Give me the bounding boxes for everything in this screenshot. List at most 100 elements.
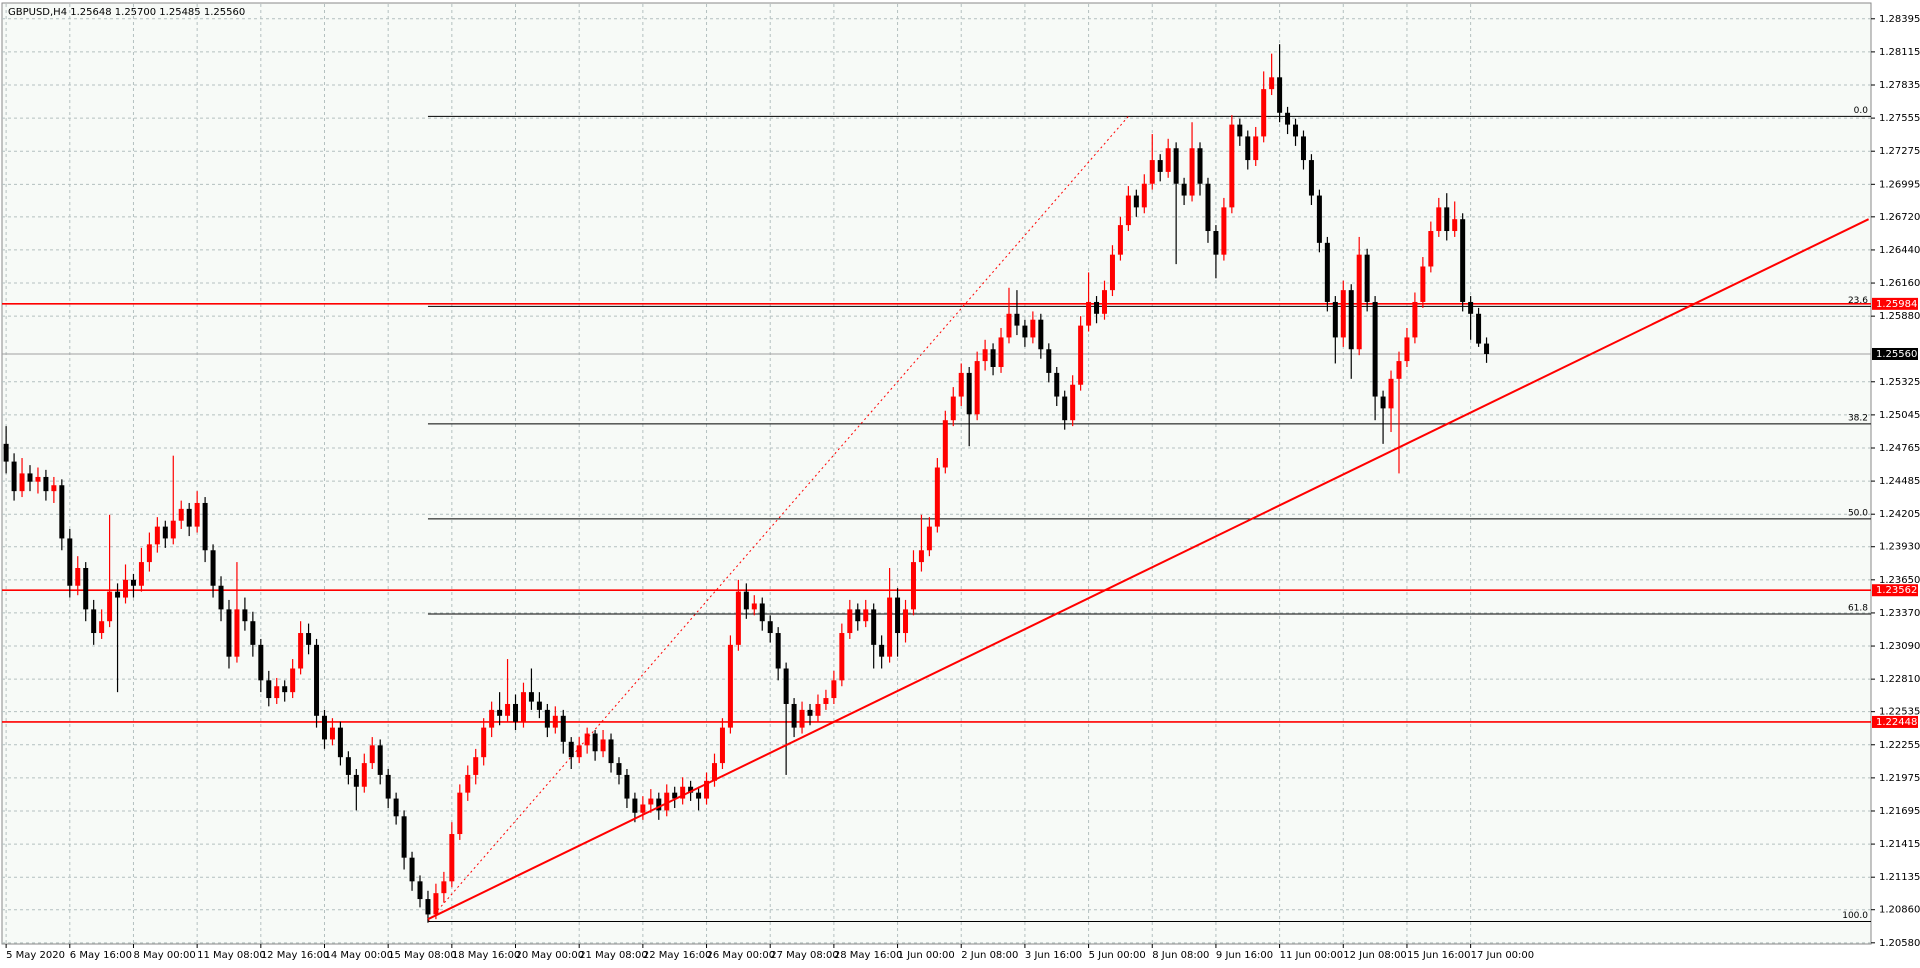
x-tick-label: 12 Jun 08:00 [1343, 950, 1407, 961]
candle-body [481, 727, 487, 758]
candle-body [1476, 313, 1482, 344]
y-tick-label: 1.22810 [1879, 674, 1920, 685]
candle-body [417, 881, 423, 900]
candle-body [863, 609, 869, 622]
candle-body [560, 715, 566, 742]
candle-body [1030, 319, 1036, 338]
candle-body [1078, 325, 1084, 385]
candle-body [1380, 396, 1386, 409]
x-tick-label: 20 May 00:00 [516, 950, 585, 961]
candle-body [99, 621, 105, 634]
x-tick-label: 27 May 08:00 [770, 950, 839, 961]
price-box-label: 1.25560 [1876, 349, 1917, 360]
price-box [1872, 584, 1918, 597]
candle-body [576, 745, 582, 758]
y-tick-label: 1.28395 [1879, 14, 1920, 25]
candle-body [552, 715, 558, 728]
candle-body [377, 745, 383, 775]
price-box [1872, 715, 1918, 728]
x-tick-label: 5 May 2020 [6, 950, 65, 961]
candle-body [1165, 148, 1171, 172]
candle-body [1213, 231, 1219, 255]
candle-body [489, 709, 495, 728]
candle-body [1245, 136, 1251, 161]
candle-body [51, 485, 57, 492]
candle-body [1006, 313, 1012, 338]
y-tick-label: 1.24765 [1879, 443, 1920, 454]
candle-body [1062, 396, 1068, 421]
candle-body [1348, 290, 1354, 350]
fib-level-label: 61.8 [1848, 603, 1868, 613]
candle-body [711, 763, 717, 781]
candle-body [1293, 124, 1299, 137]
candle-body [672, 792, 678, 799]
candle-body [895, 597, 901, 634]
candle-body [513, 703, 519, 722]
x-tick-label: 15 Jun 16:00 [1407, 950, 1471, 961]
x-tick-label: 2 Jun 08:00 [961, 950, 1018, 961]
candle-body [1412, 301, 1418, 338]
candle-body [879, 644, 885, 657]
candle-body [727, 644, 733, 728]
candle-body [1014, 313, 1020, 326]
candle-body [536, 701, 542, 710]
candle-body [1316, 195, 1322, 243]
candle-body [75, 568, 81, 586]
price-box [1872, 297, 1918, 310]
candle-body [433, 893, 439, 915]
candle-body [337, 727, 343, 758]
candle-body [1484, 343, 1490, 354]
candle-body [743, 591, 749, 610]
candle-body [1125, 195, 1131, 226]
candle-body [664, 792, 670, 811]
y-tick-label: 1.27275 [1879, 146, 1920, 157]
candle-body [146, 544, 152, 563]
candle-body [1109, 254, 1115, 291]
fib-level-label: 23.6 [1848, 296, 1868, 306]
candle-body [982, 349, 988, 362]
candle-body [1444, 207, 1450, 232]
candle-body [839, 633, 845, 681]
candle-body [903, 609, 909, 634]
candle-body [1340, 290, 1346, 338]
y-tick-label: 1.21695 [1879, 806, 1920, 817]
candle-body [1300, 136, 1306, 161]
candle-body [942, 420, 948, 468]
x-tick-label: 3 Jun 16:00 [1025, 950, 1082, 961]
candle-body [640, 804, 646, 813]
x-tick-label: 12 May 16:00 [261, 950, 330, 961]
candle-body [1269, 77, 1275, 90]
candle-body [1149, 160, 1155, 184]
candle-body [123, 579, 129, 598]
y-tick-label: 1.26995 [1879, 179, 1920, 190]
candle-body [1141, 183, 1147, 208]
x-tick-label: 18 May 16:00 [452, 950, 521, 961]
fib-level-label: 0.0 [1854, 106, 1869, 116]
candle-body [1388, 378, 1394, 409]
candle-body [449, 834, 455, 882]
fib-level-label: 100.0 [1842, 911, 1868, 921]
y-tick-label: 1.22535 [1879, 707, 1920, 718]
candle-body [616, 763, 622, 775]
trend-line [427, 218, 1870, 921]
candle-body [178, 508, 184, 521]
candle-body [138, 562, 144, 586]
candle-body [918, 550, 924, 563]
candle-body [242, 609, 248, 622]
candle-body [27, 473, 33, 482]
candle-body [314, 644, 320, 716]
candle-body [170, 520, 176, 539]
x-tick-label: 26 May 00:00 [707, 950, 776, 961]
candle-body [823, 698, 829, 704]
candle-body [807, 709, 813, 716]
candle-body [1086, 301, 1092, 326]
candle-body [306, 633, 312, 645]
candle-body [1364, 254, 1370, 302]
candle-body [1324, 242, 1330, 302]
candle-body [361, 763, 367, 787]
candle-body [497, 709, 503, 716]
candle-body [1308, 160, 1314, 196]
candle-body [1133, 195, 1139, 208]
candle-body [91, 609, 97, 634]
candle-body [401, 816, 407, 858]
